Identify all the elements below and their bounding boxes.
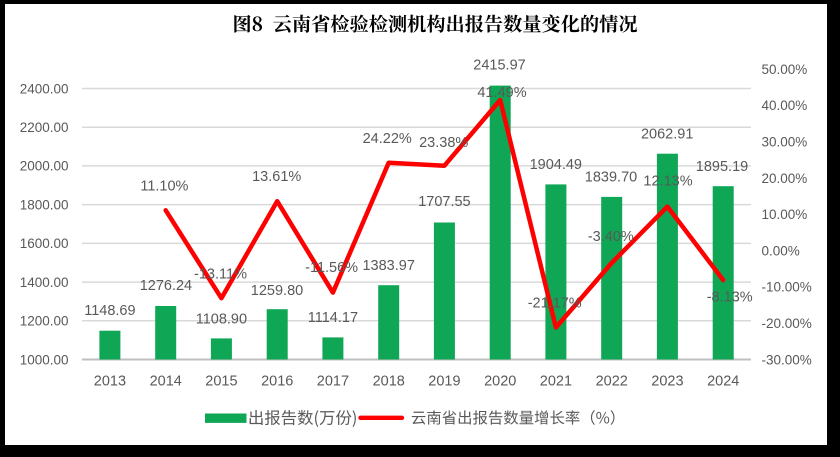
svg-text:2018: 2018	[373, 373, 405, 389]
svg-text:-13.11%: -13.11%	[194, 266, 247, 282]
svg-text:10.00%: 10.00%	[762, 207, 808, 222]
svg-text:1895.19: 1895.19	[696, 159, 748, 175]
svg-text:2013: 2013	[94, 373, 126, 389]
svg-text:2023: 2023	[651, 373, 683, 389]
svg-text:-20.00%: -20.00%	[762, 316, 812, 331]
svg-text:2015: 2015	[205, 373, 237, 389]
svg-text:40.00%: 40.00%	[762, 98, 808, 113]
svg-text:12.13%: 12.13%	[643, 174, 692, 190]
svg-text:2415.97: 2415.97	[473, 58, 525, 74]
svg-text:2017: 2017	[317, 373, 349, 389]
svg-text:1383.97: 1383.97	[362, 258, 414, 274]
svg-text:41.49%: 41.49%	[477, 85, 526, 101]
svg-text:30.00%: 30.00%	[762, 135, 808, 150]
svg-text:-21.17%: -21.17%	[528, 295, 582, 311]
svg-text:1259.80: 1259.80	[251, 283, 303, 299]
svg-text:1276.24: 1276.24	[140, 278, 192, 294]
svg-text:0.00%: 0.00%	[762, 243, 800, 258]
svg-text:1148.69: 1148.69	[84, 303, 135, 319]
svg-text:1114.17: 1114.17	[308, 310, 358, 326]
svg-text:1904.49: 1904.49	[530, 157, 582, 173]
svg-text:1839.70: 1839.70	[585, 170, 637, 186]
svg-text:2200.00: 2200.00	[20, 120, 69, 135]
svg-text:2022: 2022	[596, 373, 628, 389]
svg-text:2062.91: 2062.91	[641, 126, 693, 142]
svg-text:1400.00: 1400.00	[20, 275, 69, 290]
svg-text:1000.00: 1000.00	[20, 352, 69, 367]
svg-text:2019: 2019	[428, 373, 460, 389]
svg-text:-10.00%: -10.00%	[762, 280, 812, 295]
svg-text:-30.00%: -30.00%	[762, 352, 812, 367]
svg-text:2020: 2020	[484, 373, 516, 389]
svg-text:24.22%: 24.22%	[363, 131, 412, 147]
svg-text:1600.00: 1600.00	[20, 236, 69, 251]
svg-text:2016: 2016	[261, 373, 293, 389]
svg-text:-3.40%: -3.40%	[588, 229, 634, 245]
svg-text:2000.00: 2000.00	[20, 159, 69, 174]
svg-text:23.38%: 23.38%	[419, 135, 468, 151]
svg-text:-8.13%: -8.13%	[707, 290, 753, 306]
svg-text:2400.00: 2400.00	[20, 81, 69, 96]
svg-text:11.10%: 11.10%	[140, 179, 188, 195]
svg-text:1200.00: 1200.00	[20, 314, 69, 329]
svg-text:1800.00: 1800.00	[20, 197, 69, 212]
svg-text:-11.56%: -11.56%	[305, 260, 358, 276]
svg-text:13.61%: 13.61%	[252, 169, 301, 185]
svg-text:2024: 2024	[707, 373, 739, 389]
svg-text:1707.55: 1707.55	[418, 194, 470, 210]
svg-text:1108.90: 1108.90	[196, 311, 247, 327]
svg-text:20.00%: 20.00%	[762, 171, 808, 186]
svg-text:2014: 2014	[150, 373, 182, 389]
svg-text:2021: 2021	[540, 373, 572, 389]
svg-text:50.00%: 50.00%	[762, 62, 808, 77]
